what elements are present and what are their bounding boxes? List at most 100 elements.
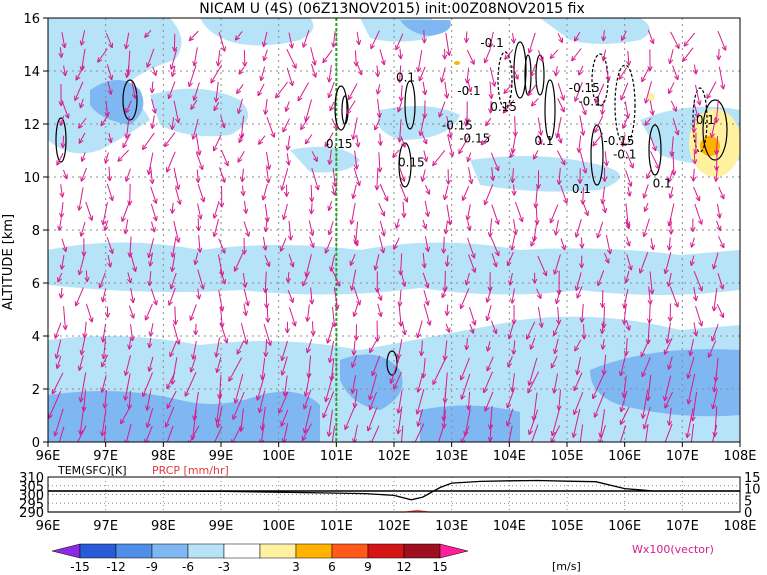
y-axis-label: ALTITUDE [km] [1, 214, 16, 310]
wind-vector-arrow [649, 271, 655, 295]
wind-vector-arrow [666, 272, 672, 287]
wind-vector-arrow [193, 323, 199, 336]
wind-vector-arrow [553, 338, 559, 355]
contour-label: -0.1 [578, 94, 601, 108]
wind-vector-arrow [601, 49, 607, 62]
wind-vector-arrow [164, 406, 175, 428]
wind-vector-arrow [379, 49, 386, 66]
wind-vector-arrow [310, 64, 317, 78]
wind-vector-arrow [169, 341, 177, 358]
wind-vector-arrow [263, 338, 269, 358]
wind-vector-arrow [489, 67, 497, 87]
wind-vector-arrow [576, 286, 583, 299]
contour-label: 0.1 [572, 182, 591, 196]
wind-vector-arrow [510, 33, 517, 44]
wind-vector-arrow [442, 185, 449, 201]
wind-vector-arrow [79, 30, 86, 46]
wind-vector-arrow [502, 99, 515, 114]
wind-vector-arrow [511, 184, 517, 196]
wind-vector-arrow [401, 321, 407, 336]
wind-vector-arrow [668, 82, 675, 95]
wind-vector-arrow [353, 167, 361, 187]
wind-vector-arrow [490, 236, 500, 257]
wind-vector-arrow [80, 167, 88, 182]
wind-vector-arrow [464, 338, 470, 351]
wind-vector-arrow [189, 304, 197, 321]
wind-vector-arrow [393, 237, 400, 250]
wind-vector-arrow [147, 356, 154, 372]
wind-vector-arrow [78, 132, 86, 144]
wind-vector-arrow [327, 340, 335, 363]
wind-vector-arrow [626, 186, 632, 197]
wind-vector-arrow [242, 200, 249, 214]
wind-vector-arrow [331, 118, 338, 130]
surface-right-tick-label: 5 [744, 494, 752, 509]
wind-vector-arrow [257, 83, 265, 97]
wind-vector-arrow [257, 390, 266, 414]
wind-vector-arrow [441, 286, 448, 299]
temperature-line [48, 479, 740, 501]
wind-vector-arrow [693, 271, 703, 292]
wind-vector-arrow [483, 48, 491, 64]
y-tick-label: 8 [32, 224, 40, 239]
wind-vector-arrow [693, 322, 699, 337]
wind-vector-arrow [488, 100, 494, 114]
wind-vector-arrow [305, 304, 311, 322]
wind-vector-arrow [605, 67, 611, 82]
colorbar: -15 -12 -9 -6 -3 3 6 9 12 15 [m/s] Wx100(vector) [51, 543, 714, 574]
wind-vector-arrow [461, 185, 470, 202]
wind-vector-arrow [549, 204, 559, 224]
wind-vector-arrow [353, 234, 359, 247]
wind-vector-arrow [147, 271, 153, 287]
wind-vector-arrow [557, 132, 563, 144]
wind-vector-arrow [717, 235, 725, 249]
wind-vector-arrow [376, 289, 383, 301]
surface-grid-lines [48, 477, 740, 512]
wind-vector-arrow [165, 151, 176, 173]
colorbar-tick-label: -6 [182, 560, 194, 574]
wind-vector-arrow [444, 304, 450, 316]
wind-vector-arrow [490, 167, 496, 181]
wind-vector-arrow [620, 82, 629, 101]
wind-vector-arrow [173, 100, 181, 124]
wind-vector-arrow [331, 31, 337, 48]
wind-vector-arrow [284, 321, 291, 334]
wind-vector-arrow [213, 101, 220, 112]
wind-vector-arrow [191, 119, 199, 140]
wind-vector-arrow [79, 221, 86, 237]
wind-vector-arrow [195, 152, 204, 171]
wind-vector-arrow [278, 391, 289, 414]
wind-vector-arrow [646, 304, 653, 324]
wind-vector-arrow [129, 324, 135, 342]
wind-vector-arrow [101, 339, 107, 360]
wind-vector-arrow [712, 252, 719, 270]
wind-vector-arrow [463, 31, 470, 43]
y-tick-label: 2 [32, 383, 40, 398]
surface-x-tick-label: 98E [151, 519, 176, 534]
wind-vector-arrow [536, 288, 542, 299]
wind-vector-arrow [601, 306, 607, 329]
contour-label: 0.1 [396, 71, 415, 85]
wind-vector-arrow [58, 426, 65, 442]
wind-vector-arrow [573, 372, 583, 392]
wind-vector-arrow [663, 337, 673, 355]
wind-vector-arrow [212, 134, 222, 152]
wind-vector-arrow [240, 185, 246, 196]
wind-vector-arrow [327, 200, 333, 212]
wind-vector-arrow [187, 65, 197, 88]
wind-vector-arrow [377, 303, 383, 318]
wind-vector-arrow [459, 288, 470, 310]
wind-vector-arrow [422, 81, 428, 96]
wind-vector-arrow [77, 253, 86, 276]
wind-vector-arrow [511, 340, 517, 355]
wind-vector-arrow [241, 237, 247, 255]
wind-vector-arrow [355, 31, 362, 46]
wind-vector-arrow [421, 133, 428, 145]
wind-vector-arrow [77, 355, 84, 371]
wind-vector-arrow [527, 83, 538, 97]
wind-vector-arrow [197, 269, 205, 290]
wind-vector-arrow [468, 306, 477, 326]
wind-vector-arrow [233, 252, 244, 272]
colorbar-unit: [m/s] [552, 560, 581, 573]
wind-vector-arrow [488, 81, 494, 99]
